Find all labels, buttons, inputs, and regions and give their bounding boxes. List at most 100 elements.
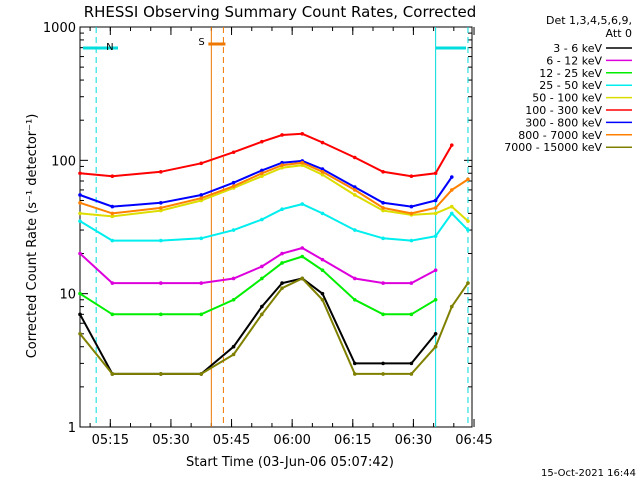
series-point-7 bbox=[110, 211, 115, 216]
series-point-6 bbox=[78, 193, 82, 197]
series-point-3 bbox=[280, 207, 284, 212]
series-point-1 bbox=[409, 281, 414, 285]
series-point-5 bbox=[449, 143, 454, 147]
series-point-6 bbox=[260, 168, 264, 173]
series-point-1 bbox=[110, 281, 115, 285]
series-point-8 bbox=[466, 281, 470, 285]
series-line-6 bbox=[79, 159, 453, 208]
series-point-2 bbox=[381, 312, 385, 317]
series-point-5 bbox=[231, 150, 236, 155]
x-tick-label: 06:45 bbox=[455, 433, 492, 448]
series-point-8 bbox=[199, 372, 204, 376]
series-point-0 bbox=[433, 332, 438, 336]
series-line-1 bbox=[79, 246, 437, 285]
series-point-6 bbox=[449, 175, 454, 179]
series-point-0 bbox=[260, 304, 264, 309]
x-tick-label: 05:45 bbox=[213, 433, 250, 448]
series-point-3 bbox=[78, 219, 82, 223]
series-point-5 bbox=[159, 170, 163, 174]
series-point-1 bbox=[320, 257, 325, 262]
series-point-0 bbox=[320, 291, 325, 296]
series-point-3 bbox=[409, 238, 414, 243]
series-point-6 bbox=[231, 180, 236, 185]
legend-entry-label: 3 - 6 keV bbox=[553, 42, 602, 55]
series-line-0 bbox=[79, 277, 437, 375]
series-point-2 bbox=[433, 297, 438, 302]
series-point-0 bbox=[353, 361, 357, 366]
series-point-3 bbox=[231, 228, 236, 232]
series-point-4 bbox=[280, 165, 284, 170]
x-tick-label: 06:00 bbox=[273, 433, 310, 448]
series-point-1 bbox=[199, 281, 204, 285]
series-point-7 bbox=[159, 206, 163, 210]
legend-entry-label: 100 - 300 keV bbox=[525, 104, 602, 117]
series-point-2 bbox=[320, 268, 325, 272]
series-point-1 bbox=[280, 251, 284, 256]
series-point-3 bbox=[381, 236, 385, 241]
series-point-3 bbox=[300, 202, 305, 206]
y-tick-label: 1 bbox=[68, 421, 76, 436]
series-point-3 bbox=[110, 238, 115, 243]
series-point-7 bbox=[449, 188, 454, 192]
series-point-0 bbox=[78, 312, 82, 317]
legend-entry-label: 6 - 12 keV bbox=[546, 54, 602, 67]
series-point-1 bbox=[300, 246, 305, 250]
series-point-7 bbox=[409, 211, 414, 216]
legend-entry-label: 300 - 800 keV bbox=[525, 116, 602, 129]
series-point-5 bbox=[280, 133, 284, 137]
series-point-5 bbox=[110, 174, 115, 179]
series-point-8 bbox=[300, 276, 305, 281]
series-point-8 bbox=[159, 372, 163, 376]
series-point-1 bbox=[78, 251, 82, 256]
series-point-5 bbox=[300, 132, 305, 136]
series-point-8 bbox=[110, 372, 115, 376]
series-point-3 bbox=[466, 228, 470, 232]
series-point-7 bbox=[199, 196, 204, 200]
series-point-7 bbox=[78, 201, 82, 205]
series-point-8 bbox=[449, 304, 454, 309]
series-point-2 bbox=[110, 312, 115, 317]
series-point-4 bbox=[300, 163, 305, 167]
series-point-6 bbox=[353, 185, 357, 189]
series-point-7 bbox=[231, 184, 236, 188]
series-line-5 bbox=[79, 132, 453, 178]
series-point-6 bbox=[433, 198, 438, 203]
x-tick-label: 06:15 bbox=[334, 433, 371, 448]
series-point-7 bbox=[300, 160, 305, 165]
series-point-5 bbox=[353, 155, 357, 160]
series-point-4 bbox=[466, 219, 470, 223]
series-point-3 bbox=[199, 236, 204, 241]
series-point-4 bbox=[381, 208, 385, 213]
legend-header: Det 1,3,4,5,6,9, bbox=[546, 14, 632, 27]
series-point-8 bbox=[433, 344, 438, 349]
series-point-8 bbox=[320, 297, 325, 302]
series-point-8 bbox=[353, 372, 357, 376]
series-point-2 bbox=[199, 312, 204, 317]
plot-area: 1 10 100 1000 05:15 05:30 05:45 06:00 06:15 06:30… bbox=[43, 21, 493, 448]
series-point-3 bbox=[433, 234, 438, 238]
y-tick-label: 100 bbox=[51, 154, 76, 169]
series-point-2 bbox=[300, 254, 305, 259]
series-point-6 bbox=[409, 204, 414, 209]
series-point-2 bbox=[353, 297, 357, 302]
series-point-2 bbox=[260, 276, 264, 281]
series-point-7 bbox=[353, 188, 357, 192]
y-tick-label: 1000 bbox=[43, 21, 76, 36]
series-point-1 bbox=[260, 264, 264, 269]
series-point-2 bbox=[280, 261, 284, 265]
series-point-0 bbox=[280, 281, 284, 285]
series-point-4 bbox=[78, 211, 82, 216]
series-point-6 bbox=[199, 193, 204, 197]
series-point-8 bbox=[280, 286, 284, 290]
series-point-7 bbox=[260, 171, 264, 176]
series-point-8 bbox=[381, 372, 385, 376]
series-point-4 bbox=[159, 208, 163, 213]
series-point-6 bbox=[320, 167, 325, 171]
series-point-5 bbox=[78, 171, 82, 176]
series-point-4 bbox=[449, 204, 454, 209]
series-line-2 bbox=[79, 255, 437, 316]
series-point-0 bbox=[409, 361, 414, 366]
series-point-7 bbox=[320, 170, 325, 174]
